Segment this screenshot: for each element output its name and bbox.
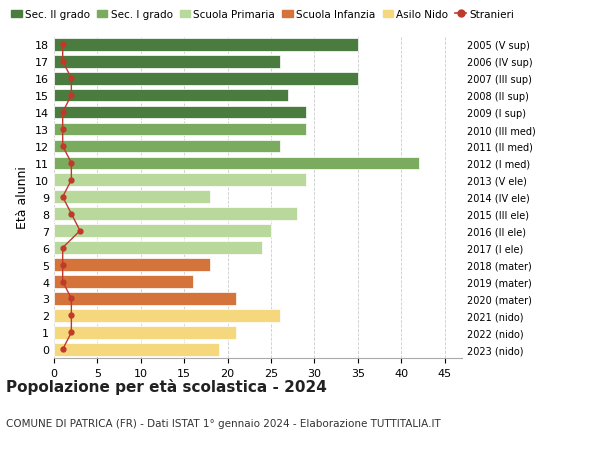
Bar	[54, 56, 280, 68]
Bar	[54, 343, 219, 356]
Bar	[54, 174, 306, 187]
Bar	[54, 225, 271, 237]
Bar	[54, 275, 193, 288]
Bar	[54, 208, 297, 221]
Bar	[54, 326, 236, 339]
Bar	[54, 309, 280, 322]
Bar	[54, 73, 358, 85]
Bar	[54, 90, 289, 102]
Bar	[54, 292, 236, 305]
Bar	[54, 106, 306, 119]
Bar	[54, 140, 280, 153]
Text: COMUNE DI PATRICA (FR) - Dati ISTAT 1° gennaio 2024 - Elaborazione TUTTITALIA.IT: COMUNE DI PATRICA (FR) - Dati ISTAT 1° g…	[6, 418, 441, 428]
Text: Popolazione per età scolastica - 2024: Popolazione per età scolastica - 2024	[6, 379, 327, 395]
Bar	[54, 259, 210, 271]
Legend: Sec. II grado, Sec. I grado, Scuola Primaria, Scuola Infanzia, Asilo Nido, Stran: Sec. II grado, Sec. I grado, Scuola Prim…	[11, 10, 514, 20]
Bar	[54, 191, 210, 204]
Bar	[54, 39, 358, 51]
Bar	[54, 157, 419, 170]
Bar	[54, 242, 262, 254]
Y-axis label: Età alunni: Età alunni	[16, 166, 29, 229]
Bar	[54, 123, 306, 136]
